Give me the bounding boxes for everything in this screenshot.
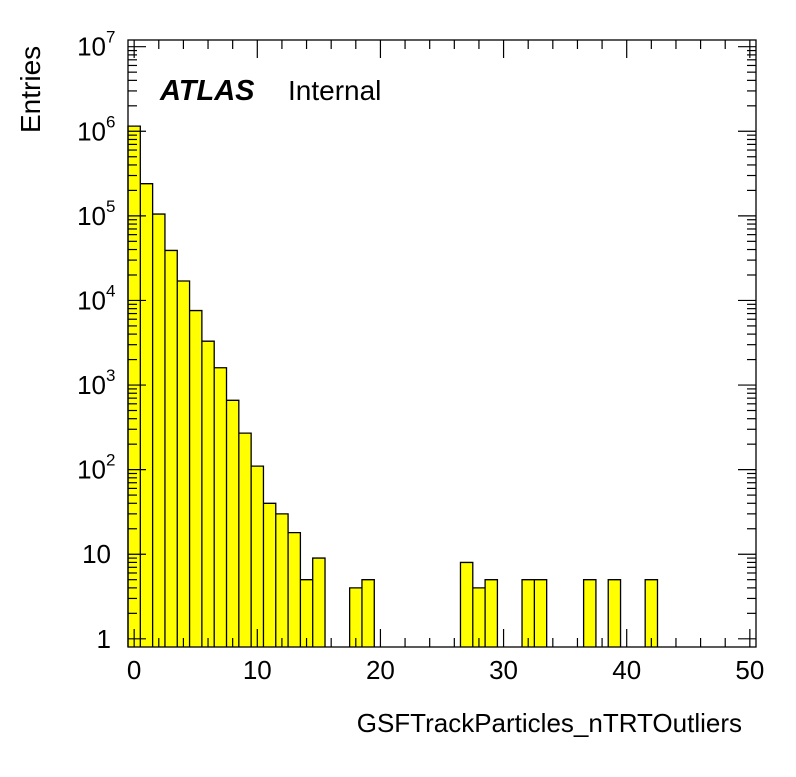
y-tick-label: 10: [77, 32, 106, 62]
y-tick-label: 10: [82, 539, 111, 569]
histogram-bar: [164, 250, 178, 647]
histogram-bar: [251, 466, 264, 647]
x-tick-label: 50: [735, 655, 764, 685]
y-axis-label: Entries: [15, 46, 46, 133]
histogram-bar: [608, 579, 621, 647]
histogram-bar: [201, 341, 215, 647]
histogram-bar: [226, 400, 239, 647]
axis-ticks: [128, 40, 756, 647]
y-tick-exponent: 7: [106, 28, 115, 47]
y-tick-label: 10: [77, 201, 106, 231]
histogram-bar: [128, 126, 141, 647]
y-tick-exponent: 6: [106, 112, 115, 131]
histogram-bar: [189, 310, 202, 647]
histogram-bar: [485, 579, 498, 647]
x-tick-label: 0: [127, 655, 141, 685]
histogram-bar: [177, 280, 190, 647]
histogram-bar: [300, 579, 313, 647]
y-tick-label: 1: [97, 624, 111, 654]
plot-frame: [127, 39, 757, 648]
histogram-bar: [263, 503, 276, 647]
histogram-bar: [152, 214, 165, 648]
histogram-bar: [349, 587, 362, 647]
x-tick-label: 30: [489, 655, 518, 685]
histogram-bar: [583, 579, 596, 647]
y-tick-label: 10: [77, 285, 106, 315]
histogram-bar: [522, 579, 535, 647]
status-label: Internal: [288, 75, 381, 106]
y-tick-label: 10: [77, 116, 106, 146]
histogram-bar: [214, 367, 227, 647]
histogram-bar: [275, 513, 289, 647]
histogram-outline: [127, 125, 659, 647]
histogram-bar: [460, 562, 473, 647]
x-tick-labels: 0 10 20 30 40 50: [127, 655, 764, 685]
y-tick-exponent: 3: [106, 366, 115, 385]
x-tick-label: 20: [366, 655, 395, 685]
histogram-bar: [288, 532, 301, 647]
x-axis-label: GSFTrackParticles_nTRTOutliers: [357, 708, 742, 738]
atlas-label: ATLAS: [159, 75, 255, 107]
histogram-bar: [361, 579, 375, 647]
histogram-bar: [472, 587, 486, 647]
histogram-bar: [312, 558, 326, 647]
bars-layer: [127, 125, 659, 648]
y-tick-exponent: 4: [106, 281, 115, 300]
y-tick-label: 10: [77, 370, 106, 400]
y-tick-exponent: 2: [106, 451, 115, 470]
y-tick-exponent: 5: [106, 197, 115, 216]
x-tick-label: 10: [243, 655, 272, 685]
histogram-bar: [238, 433, 252, 647]
histogram-bar: [645, 579, 658, 647]
histogram-bar: [140, 183, 153, 647]
x-tick-label: 40: [612, 655, 641, 685]
histogram-bar: [534, 579, 547, 647]
y-tick-label: 10: [77, 455, 106, 485]
